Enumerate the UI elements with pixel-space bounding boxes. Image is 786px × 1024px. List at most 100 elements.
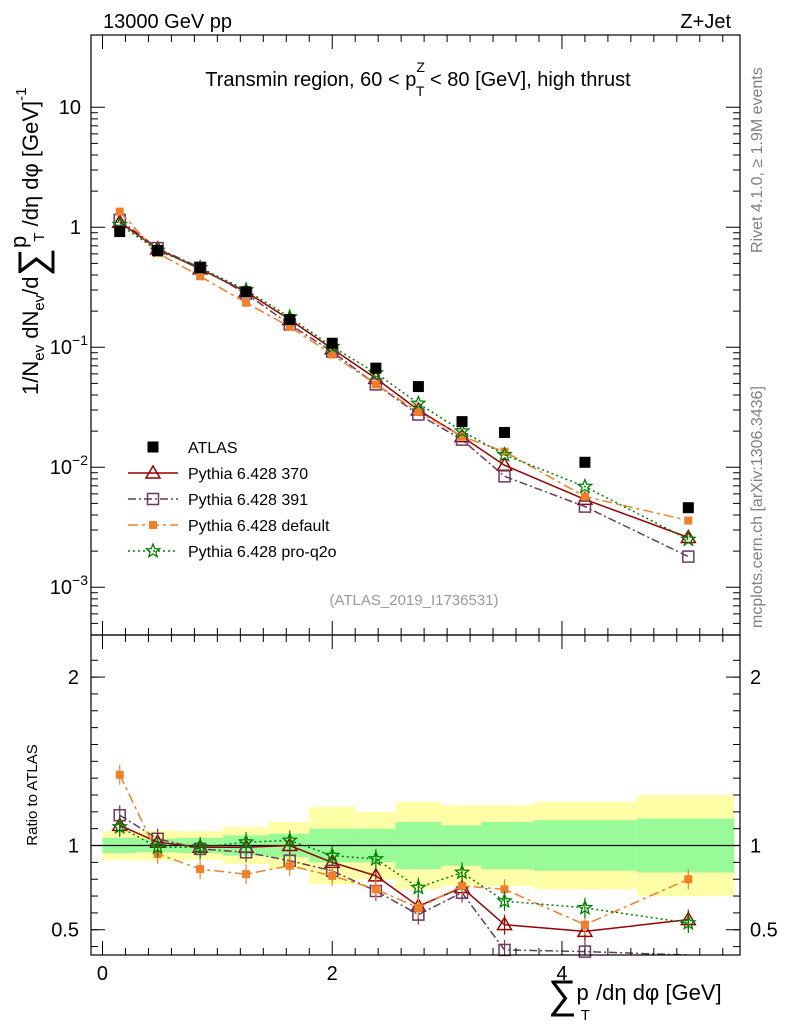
star-marker xyxy=(237,833,255,850)
legend-label: Pythia 6.428 391 xyxy=(188,492,308,509)
subtitle-tail: < 80 [GeV], high thrust xyxy=(424,69,631,91)
energy-label: 13000 GeV pp xyxy=(103,11,232,33)
x-tick-label: 4 xyxy=(556,963,567,985)
star-marker xyxy=(111,818,129,835)
filled-square-marker xyxy=(580,492,589,501)
main-ytick-base: 10 xyxy=(50,337,72,359)
star-marker xyxy=(679,914,697,931)
data-marker xyxy=(194,262,206,274)
main-ytick-label: 10−3 xyxy=(50,572,88,599)
star-marker xyxy=(410,878,427,895)
process-label: Z+Jet xyxy=(680,11,731,33)
filled-square-marker xyxy=(149,521,157,529)
star-marker xyxy=(453,863,471,880)
filled-square-marker xyxy=(115,770,124,779)
data-marker xyxy=(152,245,164,257)
filled-square-marker xyxy=(328,350,337,359)
filled-square-marker xyxy=(285,861,294,870)
star-marker xyxy=(496,892,513,909)
main-ytick-base: 10 xyxy=(50,457,72,479)
ratio-ylabel: Ratio to ATLAS xyxy=(24,744,41,845)
ratio-series-line-1 xyxy=(119,814,689,956)
triangle-marker xyxy=(576,922,594,938)
subtitle-head: Transmin region, 60 < p xyxy=(205,69,416,91)
mcplots-label: mcplots.cern.ch [arXiv:1306.3436] xyxy=(749,386,766,628)
data-marker xyxy=(682,502,694,514)
star-marker xyxy=(191,838,209,855)
filled-square-marker xyxy=(196,272,205,281)
data-marker xyxy=(326,337,338,349)
filled-square-marker xyxy=(285,322,294,331)
star-marker xyxy=(679,530,697,547)
rivet-label: Rivet 4.1.0, ≥ 1.9M events xyxy=(749,67,766,253)
open-square-marker xyxy=(146,492,160,506)
ratio-ytick-label-right: 1 xyxy=(750,836,761,858)
filled-square-marker xyxy=(414,903,423,912)
star-marker xyxy=(144,542,162,559)
filled-square-marker xyxy=(684,516,693,525)
filled-square-marker xyxy=(500,885,509,894)
main-ytick-base: 10 xyxy=(59,97,81,119)
x-tick-label: 0 xyxy=(97,963,108,985)
main-ytick-label: 10 xyxy=(59,97,81,119)
legend: ATLAS Pythia 6.428 370 Pythia 6.428 391 Pyt… xyxy=(128,440,337,561)
ratio-ytick-label: 1 xyxy=(68,836,79,858)
main-ytick-exp: −1 xyxy=(72,332,88,348)
ratio-ytick-label-right: 0.5 xyxy=(750,920,778,942)
open-square-marker xyxy=(578,945,592,958)
main-ytick-base: 10 xyxy=(50,577,72,599)
filled-square-marker xyxy=(684,875,693,884)
data-marker xyxy=(240,286,252,298)
star-marker xyxy=(453,422,471,439)
data-marker xyxy=(147,441,159,453)
main-ytick-label: 1 xyxy=(70,217,81,239)
main-series-line-3 xyxy=(119,224,689,541)
filled-square-marker xyxy=(242,870,251,879)
open-square-marker xyxy=(578,500,592,513)
ratio-series-line-3 xyxy=(119,826,689,924)
main-ytick-label: 10−1 xyxy=(50,332,88,359)
filled-square-marker xyxy=(371,885,380,894)
data-marker xyxy=(412,381,424,393)
ratio-ytick-label-right: 2 xyxy=(750,667,761,689)
ratio-ytick-label: 0.5 xyxy=(51,920,79,942)
open-square-marker xyxy=(369,378,383,391)
ratio-tick-layer: 0 2 4 2 2 1 1 0.5 0.5 xyxy=(51,635,778,985)
ratio-series-line-0 xyxy=(119,824,689,933)
filled-square-marker xyxy=(242,298,251,307)
main-ytick-base: 1 xyxy=(70,217,81,239)
data-marker xyxy=(370,362,382,374)
data-marker xyxy=(456,416,468,428)
main-series-line-1 xyxy=(119,219,689,558)
plot-subtitle: Transmin region, 60 < pZ T < 80 [GeV], hi… xyxy=(205,59,631,99)
filled-square-marker xyxy=(328,871,337,880)
filled-square-marker xyxy=(196,865,205,874)
ratio-series-line-2 xyxy=(119,774,689,926)
legend-label: Pythia 6.428 pro-q2o xyxy=(188,544,337,561)
ratio-series-layer xyxy=(111,764,697,958)
main-ytick-exp: −3 xyxy=(72,572,88,588)
filled-square-marker xyxy=(458,432,467,441)
filled-square-marker xyxy=(115,207,124,216)
star-marker xyxy=(149,838,167,855)
filled-square-marker xyxy=(371,380,380,389)
data-marker xyxy=(579,456,591,468)
filled-square-marker xyxy=(414,407,423,416)
legend-label: ATLAS xyxy=(188,440,238,457)
triangle-marker xyxy=(496,916,513,931)
filled-square-marker xyxy=(580,920,589,929)
open-square-marker xyxy=(498,470,511,483)
main-ylabel: 1/Nev dNev/d∑pT /dη dφ [GeV]-1 xyxy=(6,88,55,396)
open-square-marker xyxy=(682,550,695,563)
filled-square-marker xyxy=(458,881,467,890)
data-marker xyxy=(284,314,296,326)
x-tick-label: 2 xyxy=(327,963,338,985)
legend-label: Pythia 6.428 370 xyxy=(188,466,308,483)
star-marker xyxy=(576,898,594,915)
legend-label: Pythia 6.428 default xyxy=(188,518,330,535)
data-marker xyxy=(499,426,511,438)
x-axis-label: ∑p T /dη dφ [GeV] xyxy=(548,973,722,1024)
star-marker xyxy=(410,394,427,411)
